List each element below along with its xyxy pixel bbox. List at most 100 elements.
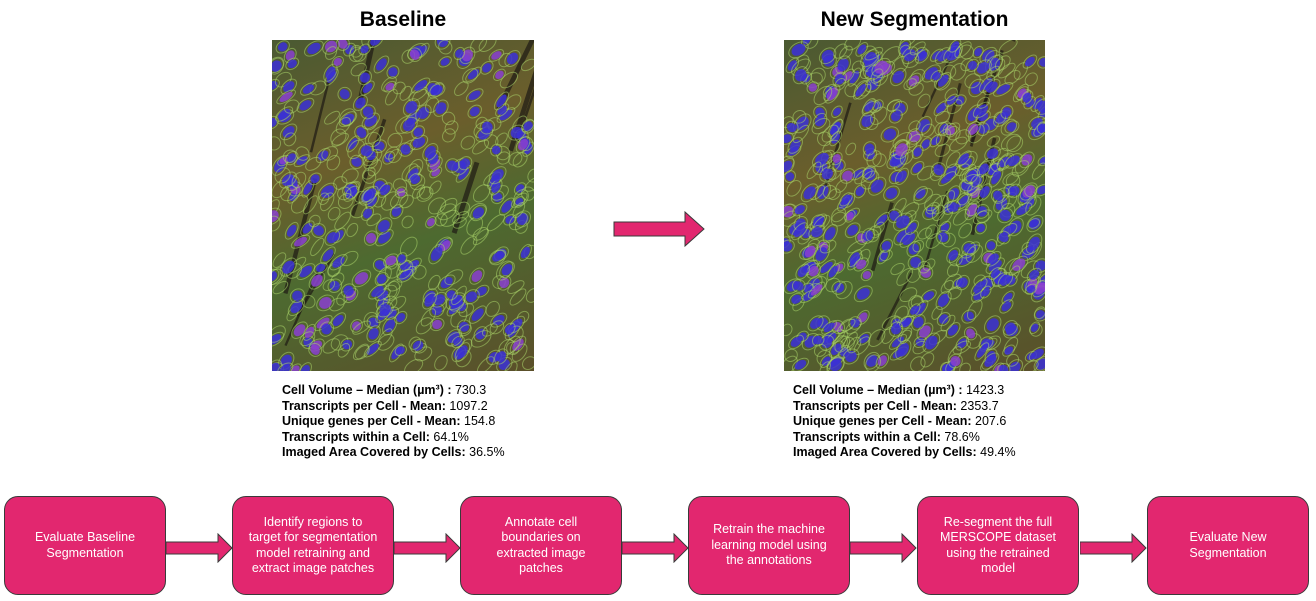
cell-nucleus [1036,358,1045,370]
cell-membrane [792,203,808,217]
cell-membrane [812,333,825,347]
cell-membrane [348,46,364,63]
cell-nucleus [1004,322,1016,334]
cell-membrane [976,122,990,137]
cell-membrane [803,40,819,49]
cell-membrane [341,168,359,184]
cell-membrane [272,325,286,343]
cell-nucleus [864,100,874,112]
cell-membrane [870,106,888,125]
cell-membrane [907,254,924,270]
cell-membrane [404,358,424,371]
cell-nucleus [343,285,354,296]
cell-membrane [321,146,339,161]
metric-row: Cell Volume – Median (µm³) : 1423.3 [793,383,1016,399]
cell-nucleus [864,143,875,154]
cell-membrane [479,119,496,135]
cell-membrane [784,170,796,184]
cell-membrane [997,62,1016,79]
cell-membrane [883,185,900,202]
cell-membrane [888,321,904,337]
cell-membrane [398,142,413,157]
cell-nucleus [797,266,808,278]
cell-nucleus [845,350,857,363]
cell-membrane [352,320,371,335]
cell-membrane [368,283,387,300]
cell-membrane [917,227,932,240]
cell-nucleus [496,351,507,362]
cell-nucleus [496,94,507,108]
cell-membrane [367,40,384,49]
cell-membrane [452,210,469,224]
cell-nucleus [412,137,426,148]
cell-membrane [394,310,408,325]
cell-membrane [289,288,305,304]
cell-nucleus [1026,285,1036,294]
metric-label: Unique genes per Cell - Mean: [282,414,461,428]
cell-nucleus [491,168,504,182]
cell-nucleus [302,84,314,94]
cell-membrane [276,89,296,105]
cell-membrane [788,334,804,350]
metric-label: Unique genes per Cell - Mean: [793,414,972,428]
cell-nucleus [368,328,379,340]
cell-membrane [495,132,508,146]
cell-membrane [835,280,853,300]
cell-membrane [446,332,463,347]
cell-nucleus [292,290,303,301]
cell-membrane [965,244,983,263]
cell-membrane [272,280,289,295]
cell-membrane [290,234,311,249]
cell-membrane [959,362,971,371]
cell-membrane [284,221,299,240]
cell-nucleus [841,194,851,205]
cell-membrane [793,216,808,231]
cell-nucleus [364,115,378,127]
cell-membrane [277,362,294,371]
cell-nucleus [855,84,866,97]
metric-row: Cell Volume – Median (µm³) : 730.3 [282,383,505,399]
cell-membrane [946,263,959,277]
cell-nucleus [400,144,411,155]
cell-nucleus [821,168,833,180]
cell-membrane [454,201,471,216]
cell-membrane [843,331,858,349]
metric-value: 49.4% [976,445,1016,459]
cell-nucleus [823,322,835,333]
cell-membrane [499,261,515,279]
cell-membrane [941,190,956,209]
cell-nucleus [396,313,406,323]
cell-nucleus [294,236,308,247]
cell-nucleus [351,157,362,167]
cell-membrane [508,152,523,166]
cell-nucleus [810,284,823,296]
cell-nucleus [958,277,968,288]
cell-nucleus [897,342,910,357]
cell-membrane [1031,162,1045,180]
cell-membrane [512,152,528,168]
cell-membrane [388,148,403,164]
cell-nucleus [426,218,435,227]
cell-membrane [313,262,328,274]
cell-membrane [362,166,376,180]
cell-nucleus [784,134,792,144]
cell-membrane [805,72,823,88]
cell-membrane [408,172,423,187]
cell-membrane [967,123,985,144]
cell-membrane [460,235,478,255]
cell-membrane [834,335,851,353]
cell-membrane [910,356,926,371]
cell-membrane [499,71,519,89]
cell-membrane [993,82,1014,97]
cell-membrane [272,78,280,92]
metric-value: 64.1% [429,429,469,444]
cell-membrane [357,70,373,86]
cell-membrane [853,257,869,272]
cell-membrane [955,150,972,168]
cell-membrane [1032,258,1045,273]
cell-membrane [792,124,810,144]
cell-nucleus [849,252,860,265]
cell-membrane [961,240,976,256]
cell-nucleus [410,174,421,185]
cell-nucleus [326,232,338,244]
